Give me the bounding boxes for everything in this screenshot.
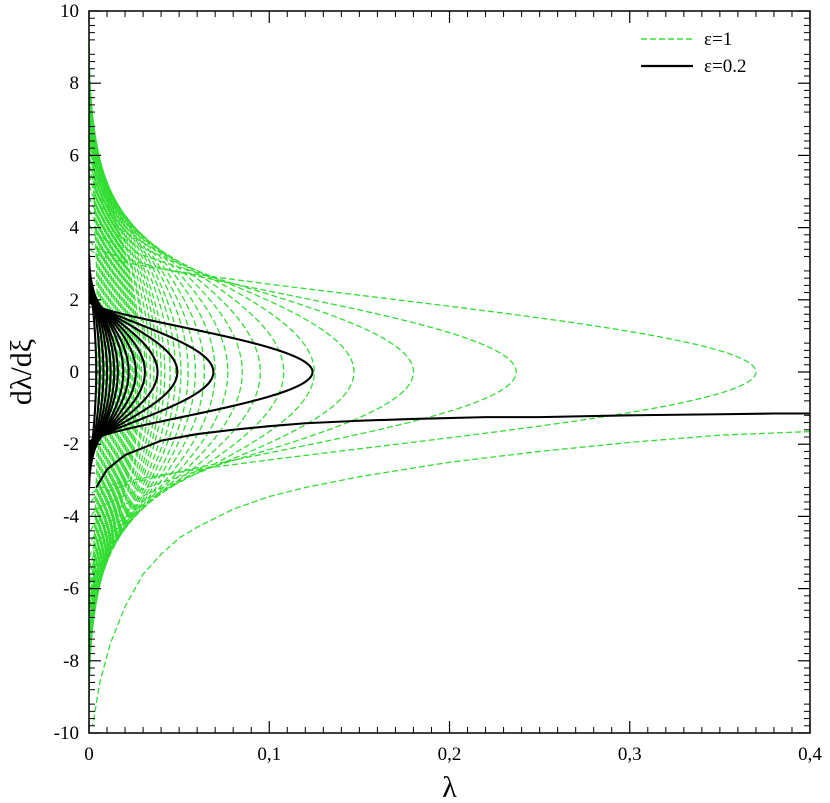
eps-1-orbit <box>89 84 135 660</box>
eps-1-orbit <box>89 46 106 698</box>
x-axis-title: λ <box>442 771 457 803</box>
y-tick-label: 2 <box>70 290 80 311</box>
eps-1-orbit <box>89 39 101 705</box>
eps-0.2-orbit <box>89 291 159 453</box>
eps-1-orbit <box>89 138 197 606</box>
eps-1-orbit <box>89 91 141 653</box>
y-tick-label: 8 <box>70 73 80 94</box>
x-tick-label: 0,1 <box>257 744 281 765</box>
y-tick-label: 6 <box>70 145 80 166</box>
eps-1-orbit <box>89 209 355 535</box>
eps-0.2-orbit <box>89 287 146 457</box>
eps-1-orbit <box>89 196 315 548</box>
eps-1-orbit <box>89 157 229 587</box>
eps-1-orbit <box>89 128 182 616</box>
eps-1-orbit <box>89 239 517 505</box>
y-tick-label: 10 <box>60 1 79 22</box>
eps-1-orbit <box>89 51 110 693</box>
eps-1-orbit <box>89 150 216 594</box>
eps-1-orbit <box>89 174 261 570</box>
eps-0.2-orbit <box>89 264 109 480</box>
eps-0.2-orbit <box>89 261 105 483</box>
eps-1-orbit <box>89 67 123 677</box>
eps-1-orbit <box>89 72 126 672</box>
eps-1-orbit <box>89 115 166 629</box>
x-tick-label: 0,2 <box>438 744 462 765</box>
eps-1-orbit <box>89 143 206 601</box>
y-tick-label: -8 <box>63 651 79 672</box>
eps-0.2-orbit <box>89 294 179 450</box>
eps-1-orbit <box>89 70 124 674</box>
eps-1-orbit <box>89 79 132 665</box>
eps-1-orbit <box>89 93 142 651</box>
tick-layer: 0 0,1 0,2 0,3 0,4 -10 -8 -6 -4 -2 0 2 4 6 8 10 <box>54 1 823 765</box>
y-axis-title: dλ/dξ <box>5 339 38 405</box>
y-tick-label: 0 <box>70 362 80 383</box>
eps-0.2-separatrix <box>95 412 810 489</box>
eps-1-orbit <box>89 41 103 703</box>
eps-0.2-orbit <box>89 281 130 463</box>
eps-1-orbit <box>89 184 285 560</box>
eps-0.2-orbit <box>89 284 137 460</box>
eps-1-orbit <box>89 48 108 696</box>
eps-0.2-orbit <box>89 271 116 473</box>
x-tick-label: 0,4 <box>798 744 822 765</box>
eps-1-orbit <box>89 224 415 520</box>
eps-1-orbit <box>89 248 757 496</box>
eps-1-orbit <box>89 56 114 688</box>
eps-1-orbit <box>89 165 243 579</box>
eps-1-orbit <box>89 133 189 611</box>
eps-1-orbit <box>89 112 162 632</box>
eps-1-orbit <box>89 123 177 621</box>
eps-0.2-orbit <box>89 277 125 467</box>
x-tick-label: 0,3 <box>618 744 642 765</box>
y-tick-label: -6 <box>63 579 79 600</box>
x-tick-label: 0 <box>84 744 94 765</box>
eps-1-orbit <box>89 65 121 679</box>
y-tick-label: 4 <box>70 218 80 239</box>
eps-1-orbit <box>89 81 133 663</box>
eps-0.2-orbit <box>89 274 119 470</box>
eps-0.2-orbit <box>89 300 314 444</box>
y-tick-label: -4 <box>63 506 79 527</box>
curve-layer <box>89 36 810 726</box>
legend-label-eps-0.2: ε=0.2 <box>704 56 746 77</box>
eps-1-orbit <box>89 119 171 625</box>
eps-0.2-orbit <box>89 297 215 447</box>
eps-1-orbit <box>89 60 117 684</box>
eps-1-orbit <box>89 105 155 639</box>
eps-1-separatrix <box>91 430 810 726</box>
y-tick-label: -2 <box>63 434 79 455</box>
eps-1-orbit <box>89 58 115 686</box>
eps-1-orbit <box>89 74 128 670</box>
y-tick-label: -10 <box>54 723 79 744</box>
eps-1-orbit <box>89 88 139 656</box>
plot-frame <box>88 10 811 734</box>
legend: ε=1 ε=0.2 <box>641 29 746 77</box>
eps-0.2-orbit <box>89 267 112 477</box>
legend-label-eps-1: ε=1 <box>704 29 732 50</box>
